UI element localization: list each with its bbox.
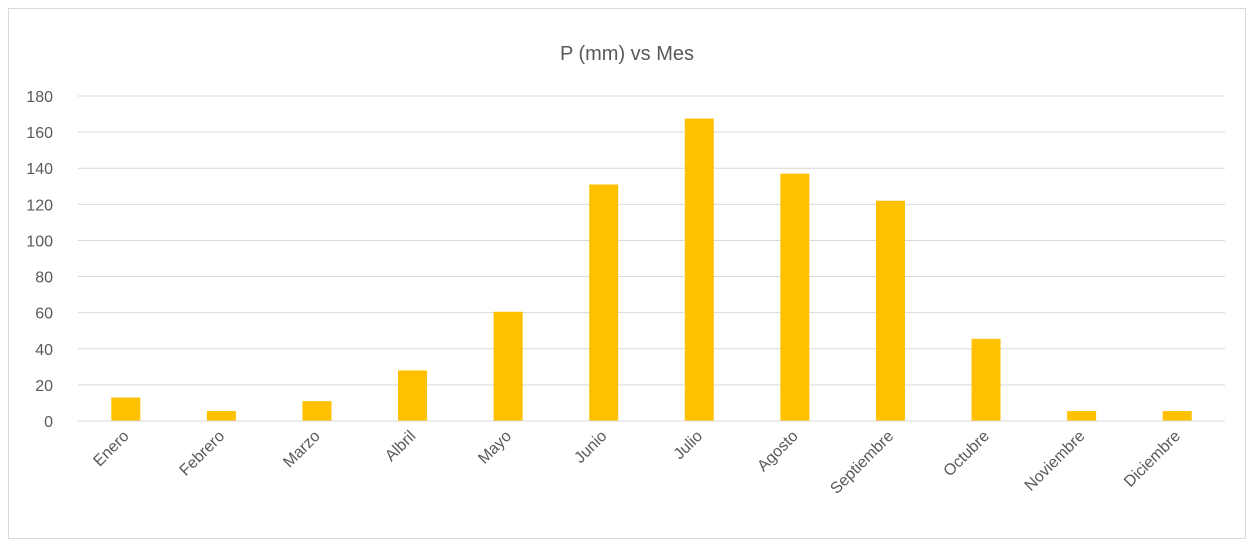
x-category-label: Noviembre bbox=[1022, 428, 1089, 495]
bar-diciembre bbox=[1162, 411, 1192, 421]
y-tick-label: 20 bbox=[35, 378, 53, 395]
gridlines bbox=[78, 95, 1225, 386]
bar-julio bbox=[684, 118, 714, 421]
x-category-label: Marzo bbox=[280, 428, 324, 472]
bars bbox=[111, 118, 1192, 421]
bar-agosto bbox=[780, 173, 810, 421]
x-category-label: Octubre bbox=[941, 428, 993, 480]
x-category-label: Junio bbox=[571, 428, 610, 467]
bar-junio bbox=[589, 184, 619, 421]
bar-febrero bbox=[206, 411, 236, 421]
x-category-label: Agosto bbox=[754, 428, 801, 475]
bar-enero bbox=[111, 397, 141, 421]
y-tick-label: 100 bbox=[26, 233, 53, 250]
x-category-label: Albril bbox=[382, 428, 419, 465]
bar-septiembre bbox=[875, 200, 905, 421]
y-tick-label: 40 bbox=[35, 342, 53, 359]
chart-title: P (mm) vs Mes bbox=[560, 43, 694, 65]
y-tick-label: 0 bbox=[44, 414, 53, 431]
y-tick-label: 140 bbox=[26, 161, 53, 178]
x-category-label: Mayo bbox=[475, 428, 515, 468]
bar-octubre bbox=[971, 338, 1001, 421]
bar-mayo bbox=[493, 311, 523, 421]
y-tick-label: 180 bbox=[26, 89, 53, 106]
y-axis-ticks: 0 20 40 60 80 100 120 140 160 180 bbox=[26, 89, 53, 431]
y-tick-label: 160 bbox=[26, 125, 53, 142]
x-category-label: Enero bbox=[90, 428, 132, 470]
x-category-label: Diciembre bbox=[1121, 428, 1184, 491]
x-category-label: Septiembre bbox=[827, 428, 897, 498]
x-category-label: Febrero bbox=[177, 428, 229, 480]
bar-albril bbox=[398, 370, 428, 421]
y-tick-label: 120 bbox=[26, 197, 53, 214]
y-tick-label: 60 bbox=[35, 306, 53, 323]
bar-noviembre bbox=[1067, 411, 1097, 421]
x-axis-categories: Enero Febrero Marzo Albril Mayo Junio Julio Ago… bbox=[90, 428, 1184, 498]
y-tick-label: 80 bbox=[35, 270, 53, 287]
bar-marzo bbox=[302, 401, 332, 421]
x-category-label: Julio bbox=[671, 428, 706, 463]
